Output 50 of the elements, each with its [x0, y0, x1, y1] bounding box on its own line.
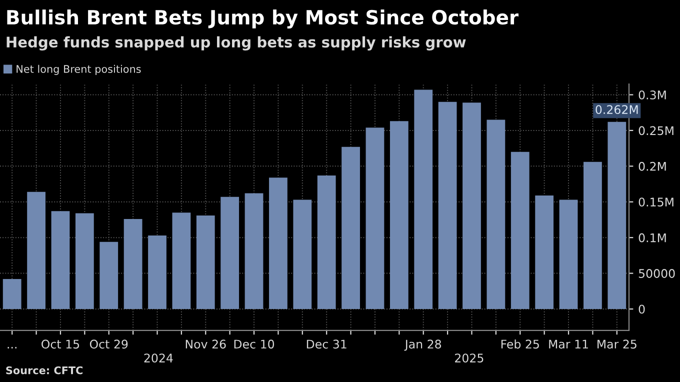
legend-label: Net long Brent positions: [16, 64, 141, 75]
y-tick-label: 50000: [638, 269, 675, 278]
x-tick-label: Mar 25: [598, 340, 636, 349]
bar: [2, 279, 22, 310]
bar: [220, 196, 240, 310]
bar: [438, 102, 457, 310]
bar: [100, 242, 118, 310]
y-tick-label: 0: [638, 304, 645, 314]
x-tick-label: Dec 10: [234, 340, 274, 349]
bar: [486, 120, 506, 310]
text: 2024: [144, 354, 173, 363]
bar: [148, 235, 166, 310]
bar: [124, 219, 142, 310]
x-tick-label: Oct 29: [90, 340, 128, 349]
x-tick-label: Dec 31: [306, 340, 346, 349]
y-tick-label: 0.3M: [638, 90, 666, 100]
x-tick-label: Feb 25: [501, 339, 539, 349]
x-tick-label: ...: [8, 346, 16, 348]
bar: [75, 213, 94, 310]
y-tick-label: 0.1M: [638, 233, 666, 242]
bar: [584, 162, 602, 310]
bar: [172, 212, 191, 310]
bar: [293, 200, 312, 310]
bar: [366, 128, 384, 310]
chart-subtitle: Hedge funds snapped up long bets as supply risks grow: [6, 36, 466, 51]
y-tick-label: 0.2M: [638, 162, 666, 171]
x-tick-label: Nov 26: [186, 340, 226, 349]
chart-title: Bullish Brent Bets Jump by Most Since October: [7, 10, 519, 29]
bar: [244, 193, 264, 310]
bar: [269, 178, 288, 310]
bar: [510, 152, 530, 310]
bar: [414, 90, 433, 310]
x-tick-label: Oct 15: [42, 340, 80, 349]
source-note: Source: CFTC: [6, 366, 83, 374]
bar: [462, 102, 481, 310]
bar: [559, 200, 578, 310]
data-label: 0.262M: [596, 105, 638, 114]
text: 2025: [455, 354, 484, 363]
bar: [535, 195, 554, 310]
y-tick-label: 0.25M: [638, 126, 674, 136]
bar: [608, 122, 626, 310]
y-tick-label: 0.15M: [638, 198, 674, 207]
bar: [390, 121, 408, 310]
bar: [317, 175, 336, 310]
x-tick-label: Mar 11: [549, 340, 588, 349]
bar: [342, 146, 360, 310]
bar: [27, 192, 46, 310]
bar: [51, 211, 70, 310]
bar: [196, 215, 215, 310]
x-tick-label: Jan 28: [404, 340, 442, 351]
